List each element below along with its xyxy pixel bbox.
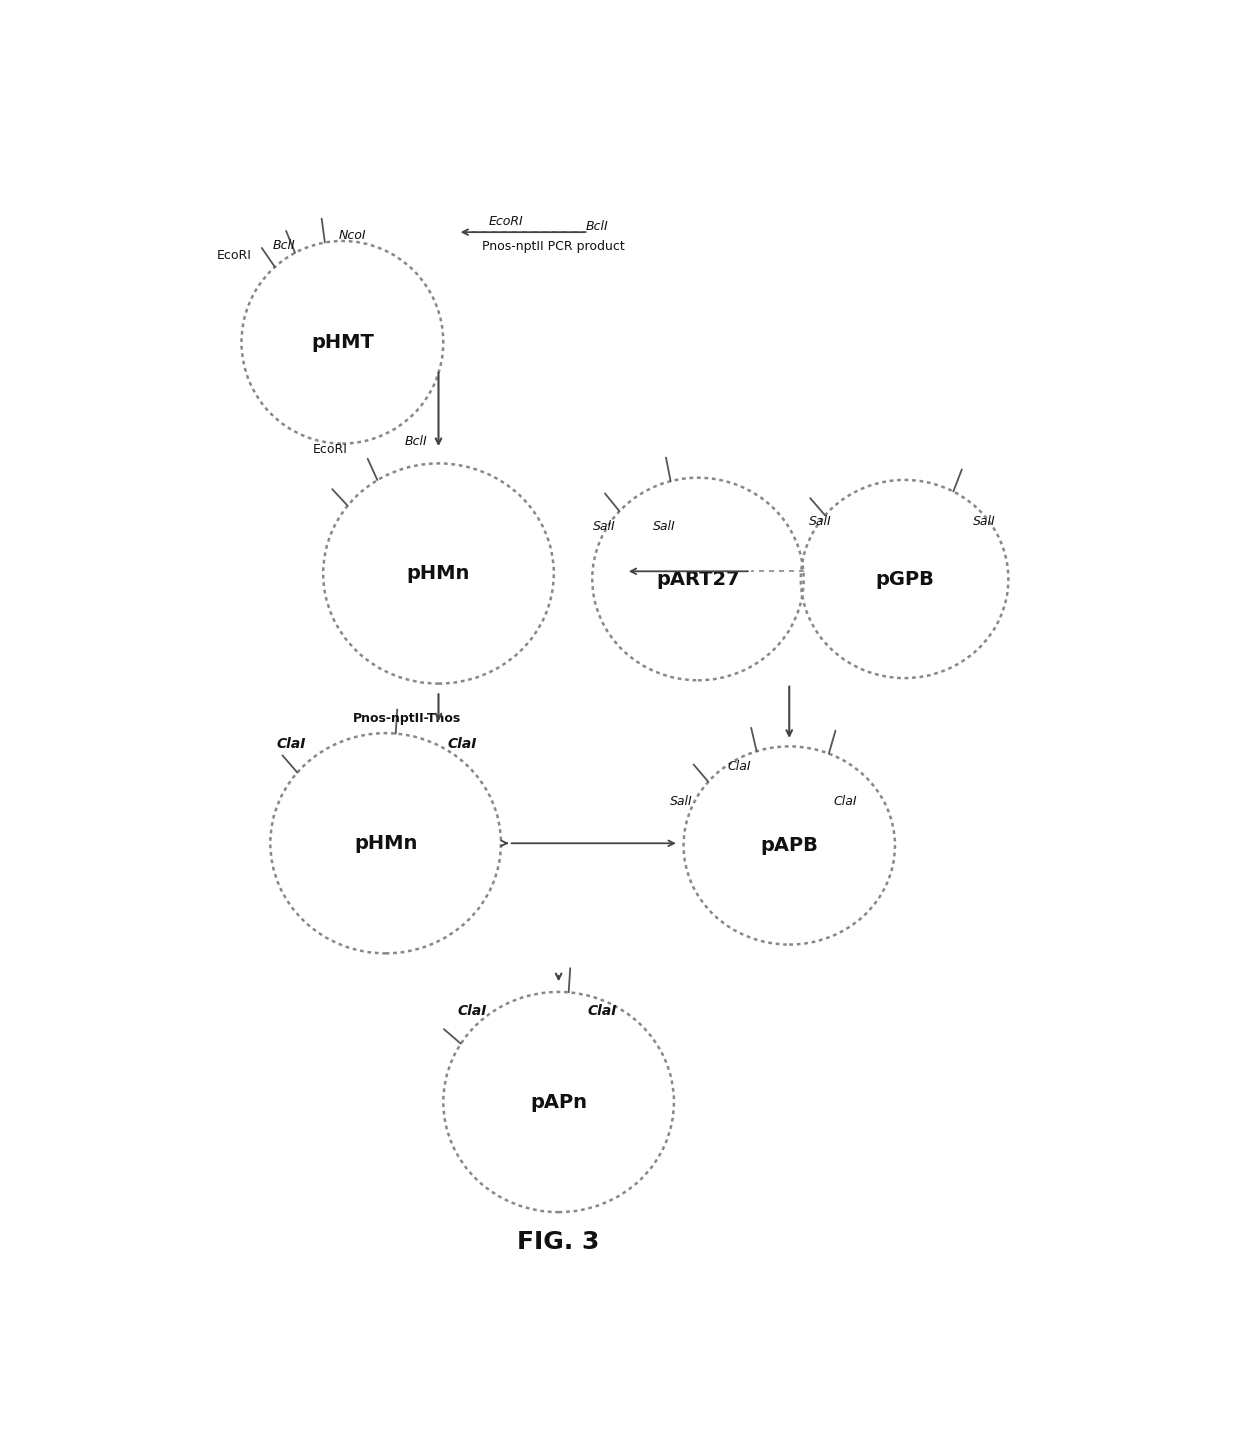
Text: pAPn: pAPn	[531, 1093, 587, 1111]
Text: ClaI: ClaI	[448, 738, 477, 751]
Text: ClaI: ClaI	[728, 759, 751, 772]
Text: pART27: pART27	[656, 569, 740, 589]
Text: BclI: BclI	[273, 239, 295, 252]
Text: pHMn: pHMn	[353, 834, 418, 852]
Text: pAPB: pAPB	[760, 837, 818, 855]
Text: SalI: SalI	[653, 519, 676, 532]
Text: EcoRI: EcoRI	[489, 214, 523, 227]
Text: pHMT: pHMT	[311, 333, 373, 352]
Text: SalI: SalI	[594, 519, 616, 532]
Text: Pnos-nptII-Tnos: Pnos-nptII-Tnos	[352, 712, 461, 725]
Text: FIG. 3: FIG. 3	[517, 1230, 600, 1254]
Text: ClaI: ClaI	[458, 1004, 487, 1018]
Text: EcoRI: EcoRI	[312, 442, 347, 456]
Text: EcoRI: EcoRI	[216, 249, 252, 262]
Text: NcoI: NcoI	[339, 229, 366, 242]
Text: ClaI: ClaI	[277, 738, 306, 751]
Text: ClaI: ClaI	[833, 795, 857, 808]
Text: pGPB: pGPB	[875, 569, 934, 589]
Text: SalI: SalI	[671, 795, 693, 808]
Text: SalI: SalI	[808, 515, 831, 528]
Text: SalI: SalI	[973, 515, 996, 528]
Text: Pnos-nptII PCR product: Pnos-nptII PCR product	[482, 240, 625, 253]
Text: ClaI: ClaI	[588, 1004, 616, 1018]
Text: BclI: BclI	[405, 435, 428, 448]
Text: pHMn: pHMn	[407, 563, 470, 583]
Text: BclI: BclI	[585, 220, 609, 233]
